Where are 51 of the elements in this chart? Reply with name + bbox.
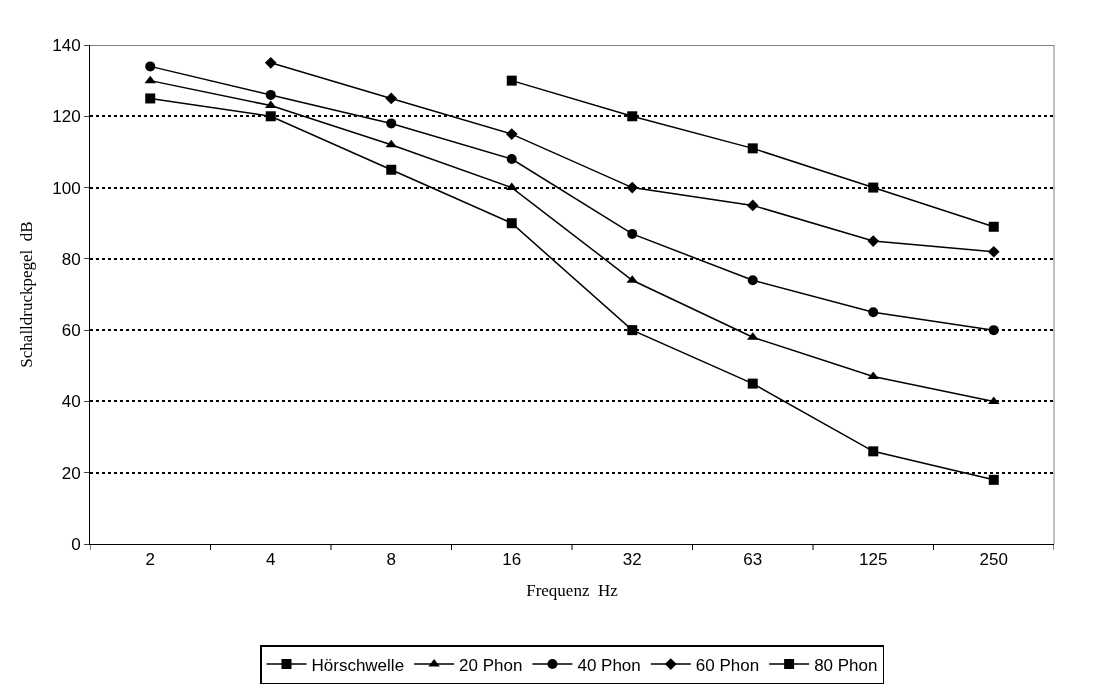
point (988, 474, 999, 485)
x-tick-label: 16 (502, 550, 522, 570)
x-axis-title: Frequenz Hz (526, 580, 619, 600)
legend-label: 20 Phon (459, 655, 523, 675)
y-tick-label: 40 (61, 392, 81, 412)
y-tick-label: 20 (61, 463, 81, 483)
point (264, 56, 277, 69)
x-tick-label: 125 (859, 550, 888, 570)
point (868, 446, 879, 457)
point (506, 75, 517, 86)
x-tick-label: 8 (386, 550, 396, 570)
legend-label: 60 Phon (695, 655, 760, 675)
y-axis-title: Schalldruckpegel dB (16, 221, 36, 368)
point (627, 111, 638, 122)
y-tick-label: 60 (61, 321, 81, 341)
point (506, 218, 517, 229)
point (867, 235, 880, 247)
point (506, 154, 517, 165)
point (747, 378, 758, 389)
x-tick-label: 63 (743, 550, 763, 570)
point (868, 182, 879, 193)
point (385, 92, 398, 105)
legend-label: 40 Phon (577, 655, 641, 675)
point (627, 325, 638, 336)
point (505, 128, 518, 140)
y-tick-label: 120 (52, 107, 81, 127)
x-tick-label: 2 (145, 550, 155, 570)
x-tick-label: 4 (266, 550, 276, 570)
x-tick-label: 32 (622, 550, 642, 570)
point (746, 199, 759, 212)
point (386, 164, 397, 175)
point (627, 228, 638, 239)
point (626, 181, 639, 194)
point (145, 93, 156, 104)
x-tick-label: 250 (979, 550, 1008, 570)
point (386, 118, 397, 129)
point (988, 325, 999, 336)
y-tick-label: 80 (61, 249, 81, 269)
point (988, 221, 999, 232)
point (987, 245, 1000, 258)
point (265, 111, 276, 122)
y-tick-label: 100 (52, 178, 81, 198)
point (868, 307, 879, 318)
point (747, 143, 758, 154)
point (747, 275, 758, 286)
point (265, 89, 276, 100)
y-tick-label: 140 (52, 35, 81, 55)
y-tick-label: 0 (71, 534, 81, 554)
legend-label: 80 Phon (814, 655, 878, 675)
point (145, 61, 156, 72)
legend-label: Hörschwelle (311, 655, 405, 675)
